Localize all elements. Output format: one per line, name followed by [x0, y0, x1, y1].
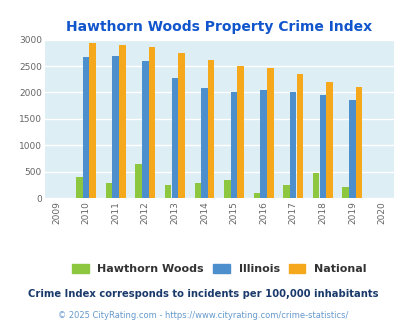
Bar	[342, 187, 348, 198]
Bar	[83, 57, 89, 198]
Legend: Hawthorn Woods, Illinois, National: Hawthorn Woods, Illinois, National	[72, 264, 366, 274]
Bar	[171, 78, 178, 198]
Bar	[355, 87, 361, 198]
Bar	[135, 164, 141, 198]
Bar	[164, 185, 171, 198]
Text: Crime Index corresponds to incidents per 100,000 inhabitants: Crime Index corresponds to incidents per…	[28, 289, 377, 299]
Bar	[207, 60, 214, 198]
Bar	[112, 56, 119, 198]
Bar	[142, 61, 148, 198]
Bar	[260, 90, 266, 198]
Bar	[89, 43, 96, 198]
Bar	[283, 184, 289, 198]
Bar	[201, 88, 207, 198]
Bar	[194, 183, 200, 198]
Bar	[266, 68, 273, 198]
Bar	[119, 45, 125, 198]
Bar	[224, 180, 230, 198]
Title: Hawthorn Woods Property Crime Index: Hawthorn Woods Property Crime Index	[66, 20, 371, 34]
Bar	[106, 183, 112, 198]
Bar	[253, 193, 260, 198]
Bar	[319, 95, 325, 198]
Bar	[230, 92, 237, 198]
Bar	[289, 92, 296, 198]
Bar	[312, 173, 319, 198]
Text: © 2025 CityRating.com - https://www.cityrating.com/crime-statistics/: © 2025 CityRating.com - https://www.city…	[58, 312, 347, 320]
Bar	[178, 53, 184, 198]
Bar	[76, 177, 83, 198]
Bar	[237, 66, 243, 198]
Bar	[148, 47, 155, 198]
Bar	[325, 82, 332, 198]
Bar	[348, 100, 355, 198]
Bar	[296, 74, 303, 198]
